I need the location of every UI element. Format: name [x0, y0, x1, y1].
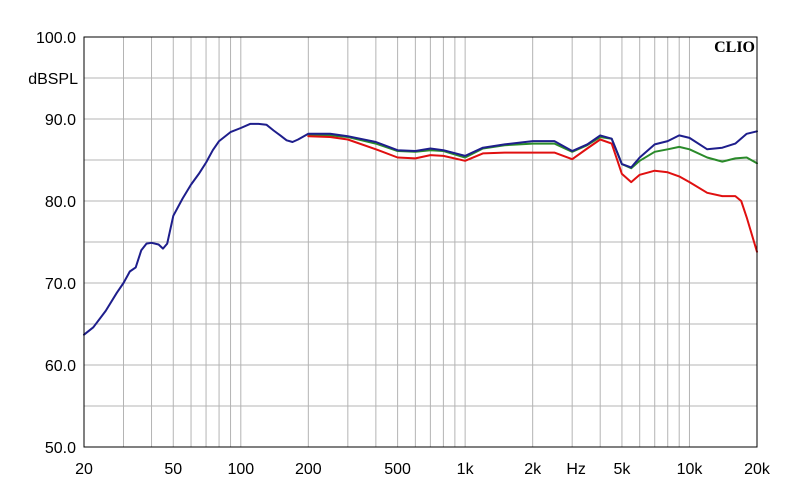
- y-axis-label: dBSPL: [28, 71, 78, 88]
- x-tick-label: 2k: [524, 461, 542, 478]
- x-tick-label: 20: [75, 461, 93, 478]
- series-line-2: [307, 135, 758, 253]
- grid: [84, 37, 757, 447]
- x-tick-label: 100: [227, 461, 254, 478]
- x-tick-label: 10k: [677, 461, 704, 478]
- x-tick-label: 50: [164, 461, 182, 478]
- y-tick-label: 90.0: [45, 112, 76, 129]
- y-tick-label: 50.0: [45, 440, 76, 457]
- y-tick-label: 100.0: [36, 30, 76, 47]
- y-tick-label: 60.0: [45, 358, 76, 375]
- plot-frame: [83, 36, 758, 448]
- x-tick-label: 1k: [457, 461, 475, 478]
- y-tick-label: 80.0: [45, 194, 76, 211]
- tick-labels: 100.0 90.0 80.0 70.0 60.0 50.0 20 50 100 200 500 1k…: [36, 30, 771, 478]
- series-line-3: [83, 122, 758, 336]
- x-axis-label: Hz: [566, 461, 586, 478]
- y-tick-label: 70.0: [45, 276, 76, 293]
- x-tick-label: 500: [384, 461, 411, 478]
- clio-brand-label: CLIO: [714, 39, 755, 56]
- series-group: [83, 122, 758, 336]
- x-tick-label: 5k: [613, 461, 631, 478]
- x-tick-label: 20k: [744, 461, 771, 478]
- x-tick-label: 200: [295, 461, 322, 478]
